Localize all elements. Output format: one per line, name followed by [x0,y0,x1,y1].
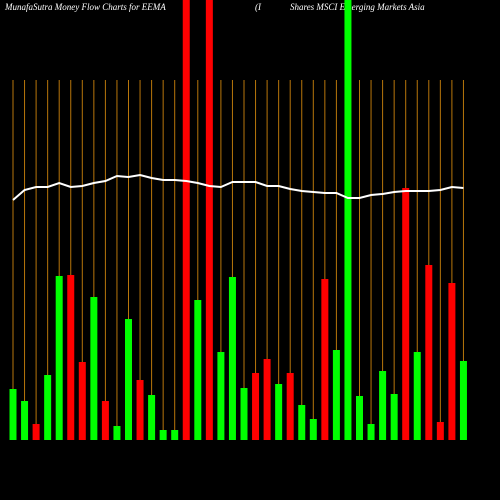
bar [182,0,190,440]
money-flow-line [12,173,464,201]
bar [356,396,363,440]
bar [436,422,444,440]
bar [136,380,144,440]
bar [379,371,387,440]
bar [90,297,98,440]
bar [21,401,29,440]
bar [448,283,456,440]
bar [159,430,167,440]
chart-subtitle: Shares MSCI Emerging Markets Asia [290,2,425,12]
bar [425,265,433,440]
bar [205,0,213,440]
bar [67,275,75,440]
bar [309,419,317,440]
bar [44,375,52,440]
bar [240,388,248,440]
bar [459,361,467,440]
bar [125,319,132,440]
bar [321,279,329,440]
bar [263,359,271,440]
bar [228,277,236,440]
chart-subtitle: (I [255,2,262,12]
bar [332,350,340,440]
bar [275,384,283,440]
bar [9,389,17,440]
bar [252,373,260,440]
bar [78,362,86,440]
bar [344,0,352,440]
bar [367,424,375,440]
bar [113,426,121,440]
bar [413,352,421,440]
bar [55,276,63,440]
bar [171,430,179,440]
bar [32,424,40,440]
bar [390,394,398,440]
bar [298,405,306,440]
bar [194,300,202,440]
bar [286,373,294,440]
bar [148,395,156,440]
bar [101,401,109,440]
bar [217,352,225,440]
chart-title: MunafaSutra Money Flow Charts for EEMA [4,2,166,12]
bar [402,188,410,440]
